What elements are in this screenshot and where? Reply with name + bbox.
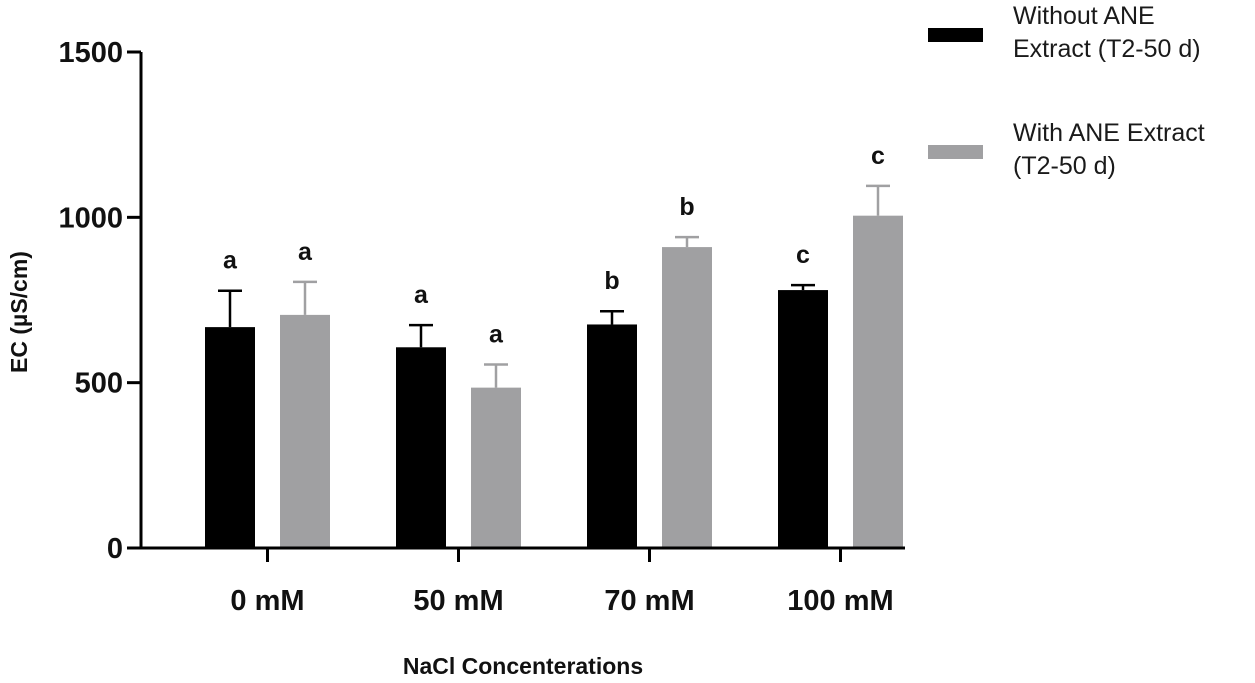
legend-label-with-ane-line1: With ANE Extract — [1013, 119, 1205, 147]
significance-letter: b — [679, 193, 694, 221]
x-tick-label: 0 mM — [230, 585, 304, 617]
bar — [587, 324, 637, 548]
legend-item-with-ane: With ANE Extract (T2-50 d) — [928, 117, 1243, 183]
significance-letter: c — [796, 241, 810, 269]
significance-letter: c — [871, 142, 885, 170]
bar — [471, 387, 521, 548]
bar — [662, 247, 712, 549]
y-tick-label: 1000 — [58, 202, 123, 234]
bar — [205, 327, 255, 548]
legend-label-with-ane-line2: (T2-50 d) — [1013, 152, 1116, 180]
legend-swatch-with-ane — [928, 145, 983, 159]
x-tick-label: 70 mM — [604, 585, 694, 617]
legend-label-without-ane-line2: Extract (T2-50 d) — [1013, 35, 1201, 63]
significance-letter: b — [604, 267, 619, 295]
y-tick-label: 0 — [107, 533, 123, 565]
significance-letter: a — [223, 247, 238, 275]
y-axis-title: EC (µS/cm) — [6, 251, 32, 373]
legend-swatch-without-ane — [928, 28, 983, 42]
x-tick-label: 50 mM — [413, 585, 503, 617]
y-tick-label: 1500 — [58, 37, 123, 69]
bar — [778, 290, 828, 548]
y-tick-label: 500 — [75, 368, 123, 400]
significance-letter: a — [489, 320, 504, 348]
bar — [396, 347, 446, 548]
bar — [280, 314, 330, 548]
bar — [853, 215, 903, 548]
legend-item-without-ane: Without ANE Extract (T2-50 d) — [928, 0, 1243, 66]
x-axis-title: NaCl Concenterations — [403, 653, 643, 679]
significance-letter: a — [414, 281, 429, 309]
x-tick-label: 100 mM — [787, 585, 893, 617]
significance-letter: a — [298, 238, 313, 266]
legend-label-without-ane-line1: Without ANE — [1013, 2, 1155, 30]
